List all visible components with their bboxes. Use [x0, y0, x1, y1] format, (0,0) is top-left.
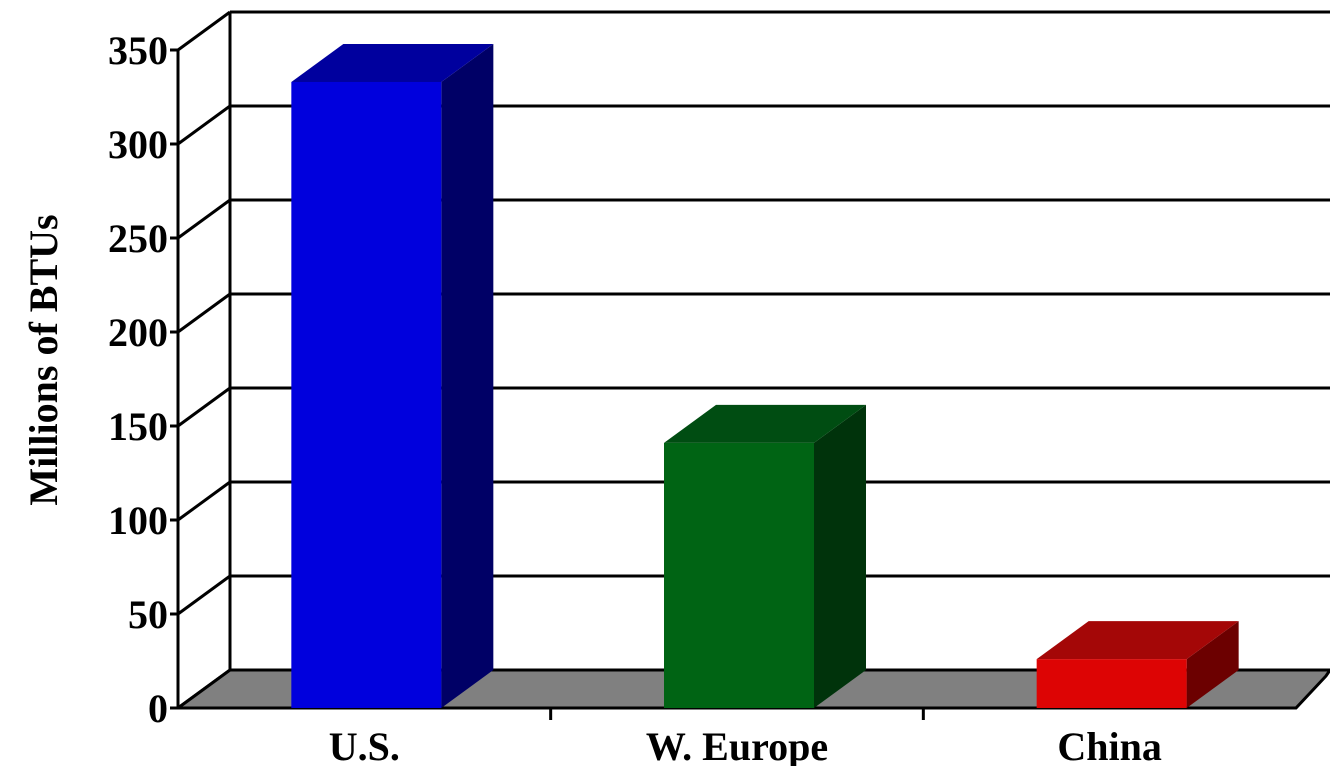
gridline-depth — [177, 480, 231, 522]
bar — [1036, 621, 1239, 708]
bar-top — [664, 404, 866, 443]
y-tick-label: 150 — [108, 404, 168, 449]
x-category-label: China — [1057, 724, 1162, 766]
x-category-label: W. Europe — [646, 724, 828, 766]
bar-top — [291, 43, 494, 82]
gridline-depth — [177, 198, 231, 240]
bar-top — [1036, 621, 1239, 660]
bar-front — [664, 442, 814, 708]
bar-front — [291, 81, 442, 708]
x-category-labels: U.S. W. Europe China — [329, 724, 1162, 766]
y-axis-title: Millions of BTUs — [21, 214, 66, 505]
bar-side — [441, 43, 494, 708]
gridline-depth — [177, 104, 231, 146]
bar — [291, 43, 494, 708]
y-tick-label: 350 — [108, 28, 168, 73]
y-tick-label: 300 — [108, 122, 168, 167]
x-category-label: U.S. — [329, 724, 400, 766]
gridline-depth — [177, 386, 231, 428]
y-tick-label: 200 — [108, 310, 168, 355]
bar-front — [1036, 659, 1187, 708]
bars — [291, 43, 1239, 708]
y-tick-label: 0 — [148, 686, 168, 731]
bar-side — [814, 404, 866, 708]
bar-side — [1186, 621, 1239, 708]
gridline-depth — [177, 574, 231, 616]
y-tick-labels: 0 50 100 150 200 250 300 350 — [108, 28, 178, 731]
bar — [664, 404, 866, 708]
y-tick-label: 100 — [108, 498, 168, 543]
y-tick-label: 50 — [128, 592, 168, 637]
gridline-depth — [177, 10, 231, 52]
y-tick-label: 250 — [108, 216, 168, 261]
gridline-depth — [177, 292, 231, 334]
